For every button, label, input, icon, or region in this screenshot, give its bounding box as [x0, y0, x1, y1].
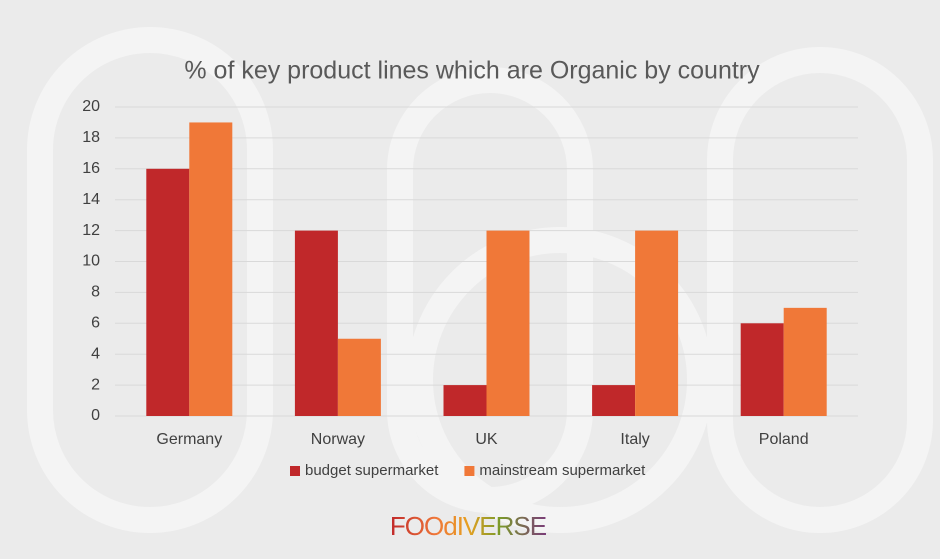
bar — [146, 168, 190, 416]
decoration — [27, 27, 933, 533]
chart-title: % of key product lines which are Organic… — [184, 57, 760, 85]
y-tick-label: 4 — [91, 345, 100, 362]
bar — [486, 230, 530, 416]
y-tick-label: 14 — [82, 191, 100, 208]
x-tick-label: Norway — [311, 431, 365, 448]
y-tick-label: 0 — [91, 407, 100, 424]
y-tick-label: 10 — [82, 253, 100, 270]
bar — [592, 385, 636, 416]
y-tick-label: 8 — [91, 284, 100, 301]
x-tick-label: UK — [475, 431, 498, 448]
bar — [337, 338, 381, 416]
bar — [294, 230, 338, 416]
y-tick-label: 12 — [82, 222, 100, 239]
y-tick-label: 20 — [82, 98, 100, 115]
legend-label: mainstream supermarket — [479, 462, 646, 479]
y-tick-label: 16 — [82, 160, 100, 177]
bar — [443, 385, 487, 416]
y-tick-label: 18 — [82, 129, 100, 146]
y-tick-label: 2 — [91, 376, 100, 393]
legend-swatch — [464, 466, 475, 476]
x-tick-label: Germany — [156, 431, 222, 448]
legend-swatch — [290, 466, 300, 476]
x-tick-label: Poland — [759, 431, 809, 448]
x-tick-label: Italy — [620, 431, 649, 448]
y-tick-label: 6 — [91, 315, 100, 332]
logo: FOOdIVERSE — [390, 511, 547, 541]
bar — [740, 323, 784, 416]
bar — [783, 307, 827, 416]
legend-label: budget supermarket — [305, 462, 439, 479]
bar — [635, 230, 679, 416]
bar — [189, 122, 233, 416]
